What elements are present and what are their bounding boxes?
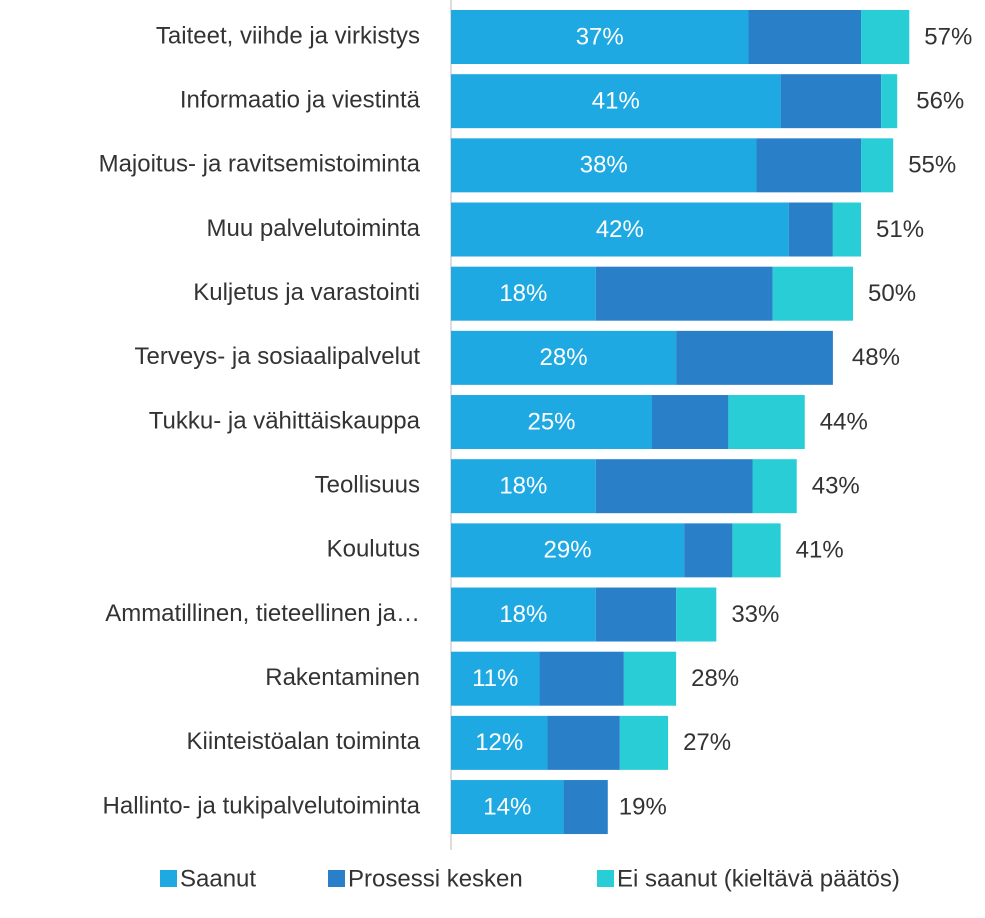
category-label: Terveys- ja sosiaalipalvelut xyxy=(135,343,421,370)
total-label: 55% xyxy=(908,152,956,179)
bar-segment xyxy=(451,587,596,642)
bar-segment xyxy=(861,138,894,193)
bar-segment xyxy=(756,138,862,193)
legend-swatch xyxy=(160,870,177,887)
total-label: 48% xyxy=(852,344,900,371)
bar-segment xyxy=(451,266,596,321)
category-label: Majoitus- ja ravitsemistoiminta xyxy=(99,151,421,178)
bar-segment xyxy=(780,74,882,129)
bar-segment xyxy=(676,330,833,385)
bar-segment xyxy=(563,780,608,835)
category-label: Ammatillinen, tieteellinen ja… xyxy=(105,600,420,627)
category-label: Tukku- ja vähittäiskauppa xyxy=(149,407,421,434)
total-label: 28% xyxy=(691,665,739,692)
bar-segment xyxy=(451,330,677,385)
bar-segment xyxy=(676,587,717,642)
category-label: Taiteet, viihde ja virkistys xyxy=(156,22,420,49)
value-label: 11% xyxy=(472,665,518,692)
legend-label: Ei saanut (kieltävä päätös) xyxy=(617,865,900,892)
total-label: 43% xyxy=(812,473,860,500)
value-label: 18% xyxy=(499,280,547,307)
value-label: 37% xyxy=(576,23,624,50)
category-label: Kiinteistöalan toiminta xyxy=(187,728,421,755)
bar-segment xyxy=(451,715,548,770)
total-label: 33% xyxy=(731,601,779,628)
category-label: Hallinto- ja tukipalvelutoiminta xyxy=(103,792,421,819)
bar-segment xyxy=(451,651,540,706)
bar-segment xyxy=(732,523,781,578)
bar-segment xyxy=(788,202,833,257)
value-label: 38% xyxy=(580,152,628,179)
value-label: 12% xyxy=(475,729,523,756)
value-label: 18% xyxy=(499,473,547,500)
bar-segment xyxy=(451,202,789,257)
bar-segment xyxy=(595,459,753,514)
bar-segment xyxy=(451,138,757,193)
bar-segment xyxy=(728,395,805,450)
bar-segment xyxy=(748,10,862,64)
category-label: Muu palvelutoiminta xyxy=(207,215,421,242)
value-label: 41% xyxy=(592,88,640,115)
value-label: 29% xyxy=(544,537,592,564)
total-label: 27% xyxy=(683,729,731,756)
bar-segment xyxy=(451,10,749,64)
total-label: 44% xyxy=(820,408,868,435)
total-label: 50% xyxy=(868,280,916,307)
category-label: Koulutus xyxy=(327,536,420,563)
bar-segment xyxy=(832,202,862,257)
bar-segment xyxy=(684,523,733,578)
total-label: 51% xyxy=(876,216,924,243)
bar-segment xyxy=(595,587,677,642)
total-label: 19% xyxy=(619,793,667,820)
bar-segment xyxy=(451,780,564,835)
bar-segment xyxy=(881,74,898,129)
total-label: 57% xyxy=(924,23,972,50)
value-label: 42% xyxy=(596,216,644,243)
total-label: 56% xyxy=(916,88,964,115)
bar-segment xyxy=(619,715,669,770)
category-label: Kuljetus ja varastointi xyxy=(193,279,420,306)
bar-segment xyxy=(539,651,624,706)
bar-segment xyxy=(451,395,652,450)
category-label: Informaatio ja viestintä xyxy=(180,87,421,114)
value-label: 18% xyxy=(499,601,547,628)
legend-swatch xyxy=(597,870,614,887)
value-label: 25% xyxy=(527,408,575,435)
bar-segment xyxy=(772,266,853,321)
category-label: Rakentaminen xyxy=(265,664,420,691)
total-label: 41% xyxy=(796,537,844,564)
bar-segment xyxy=(861,10,910,64)
bar-segment xyxy=(451,74,781,129)
legend-label: Prosessi kesken xyxy=(348,865,523,892)
bar-segment xyxy=(623,651,677,706)
category-label: Teollisuus xyxy=(315,472,420,499)
value-label: 28% xyxy=(540,344,588,371)
bar-segment xyxy=(752,459,797,514)
bar-segment xyxy=(652,395,729,450)
bar-segment xyxy=(451,523,685,578)
value-label: 14% xyxy=(483,793,531,820)
bar-segment xyxy=(595,266,773,321)
legend-label: Saanut xyxy=(180,865,256,892)
legend-swatch xyxy=(328,870,345,887)
bar-segment xyxy=(451,459,596,514)
bar-segment xyxy=(547,715,620,770)
